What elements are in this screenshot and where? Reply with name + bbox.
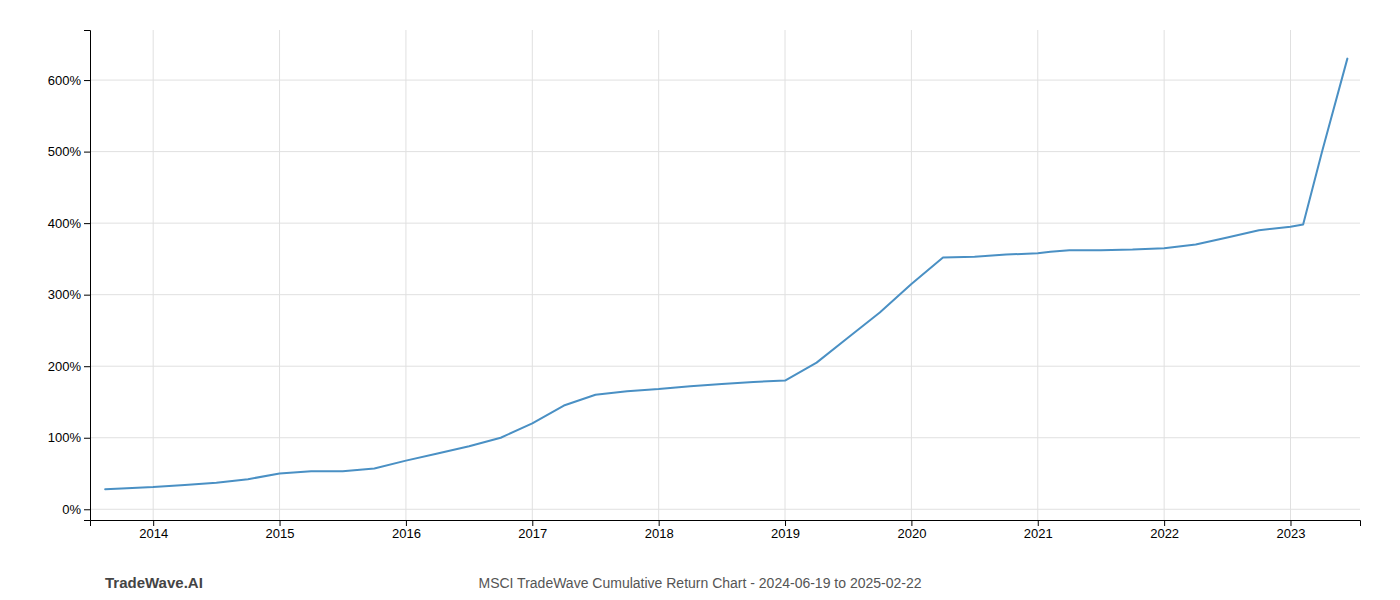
grid-line-x	[911, 30, 912, 520]
x-tick-mark	[1164, 520, 1165, 526]
y-tick-mark	[84, 80, 90, 81]
x-axis: 2014 2015 2016 2017 2018 2019 2020 2021 2022 2023	[91, 520, 1361, 541]
y-tick-label: 0%	[62, 502, 81, 517]
grid-line-y	[90, 509, 1360, 510]
grid-line-x	[1037, 30, 1038, 520]
x-tick: 2016	[392, 520, 421, 541]
y-tick-mark	[84, 438, 90, 439]
x-tick-label: 2014	[139, 526, 168, 541]
title: MSCI TradeWave Cumulative Return Chart -…	[478, 575, 921, 591]
grid	[90, 30, 1360, 520]
x-tick: 2022	[1150, 520, 1179, 541]
x-tick: 2019	[771, 520, 800, 541]
x-tick-mark	[280, 520, 281, 526]
grid-line-y	[90, 437, 1360, 438]
x-tick-mark	[532, 520, 533, 526]
watermark: TradeWave.AI	[105, 574, 203, 591]
x-tick: 2020	[897, 520, 926, 541]
y-tick: 100%	[48, 430, 90, 445]
x-tick-label: 2023	[1277, 526, 1306, 541]
y-tick-mark	[84, 509, 90, 510]
grid-line-x	[785, 30, 786, 520]
y-tick: 600%	[48, 73, 90, 88]
grid-line-y	[90, 223, 1360, 224]
y-tick: 400%	[48, 216, 90, 231]
y-tick-label: 500%	[48, 144, 82, 159]
y-tick-label: 600%	[48, 73, 82, 88]
x-tick-mark	[153, 520, 154, 526]
grid-line-y	[90, 366, 1360, 367]
chart: 2014 2015 2016 2017 2018 2019 2020 2021 2022 2023…	[0, 0, 1400, 600]
grid-line-y	[90, 151, 1360, 152]
grid-line-x	[153, 30, 154, 520]
x-tick: 2017	[518, 520, 547, 541]
x-tick: 2018	[645, 520, 674, 541]
grid-line-x	[1290, 30, 1291, 520]
line	[105, 59, 1347, 490]
marks	[105, 59, 1347, 490]
grid-line-x	[279, 30, 280, 520]
y-axis: 0% 100% 200% 300% 400% 500% 600%	[48, 31, 91, 521]
y-tick-mark	[84, 295, 90, 296]
y-axis-line	[84, 31, 91, 521]
x-tick-label: 2016	[392, 526, 421, 541]
y-tick-mark	[84, 366, 90, 367]
grid-line-y	[90, 294, 1360, 295]
grid-line-x	[405, 30, 406, 520]
x-axis-line	[91, 521, 1361, 527]
y-tick-label: 400%	[48, 216, 82, 231]
x-tick-label: 2017	[518, 526, 547, 541]
grid-line-x	[1164, 30, 1165, 520]
y-tick-label: 100%	[48, 430, 82, 445]
x-tick: 2014	[139, 520, 168, 541]
x-tick-mark	[406, 520, 407, 526]
x-tick-mark	[911, 520, 912, 526]
x-tick-mark	[659, 520, 660, 526]
y-tick-mark	[84, 223, 90, 224]
y-tick: 200%	[48, 359, 90, 374]
y-tick: 500%	[48, 144, 90, 159]
x-tick-label: 2019	[771, 526, 800, 541]
x-tick: 2021	[1024, 520, 1053, 541]
plot-area: 2014 2015 2016 2017 2018 2019 2020 2021 2022 2023…	[48, 30, 1361, 541]
x-tick-label: 2020	[897, 526, 926, 541]
x-tick: 2015	[266, 520, 295, 541]
y-tick: 300%	[48, 287, 90, 302]
x-tick-mark	[1290, 520, 1291, 526]
x-tick-label: 2018	[645, 526, 674, 541]
x-tick-mark	[785, 520, 786, 526]
x-tick: 2023	[1277, 520, 1306, 541]
x-tick-label: 2022	[1150, 526, 1179, 541]
x-tick-label: 2021	[1024, 526, 1053, 541]
y-tick-mark	[84, 152, 90, 153]
grid-line-y	[90, 80, 1360, 81]
y-tick: 0%	[62, 502, 90, 517]
y-tick-label: 300%	[48, 287, 82, 302]
grid-line-x	[532, 30, 533, 520]
x-tick-label: 2015	[266, 526, 295, 541]
grid-line-x	[658, 30, 659, 520]
x-tick-mark	[1038, 520, 1039, 526]
y-tick-label: 200%	[48, 359, 82, 374]
